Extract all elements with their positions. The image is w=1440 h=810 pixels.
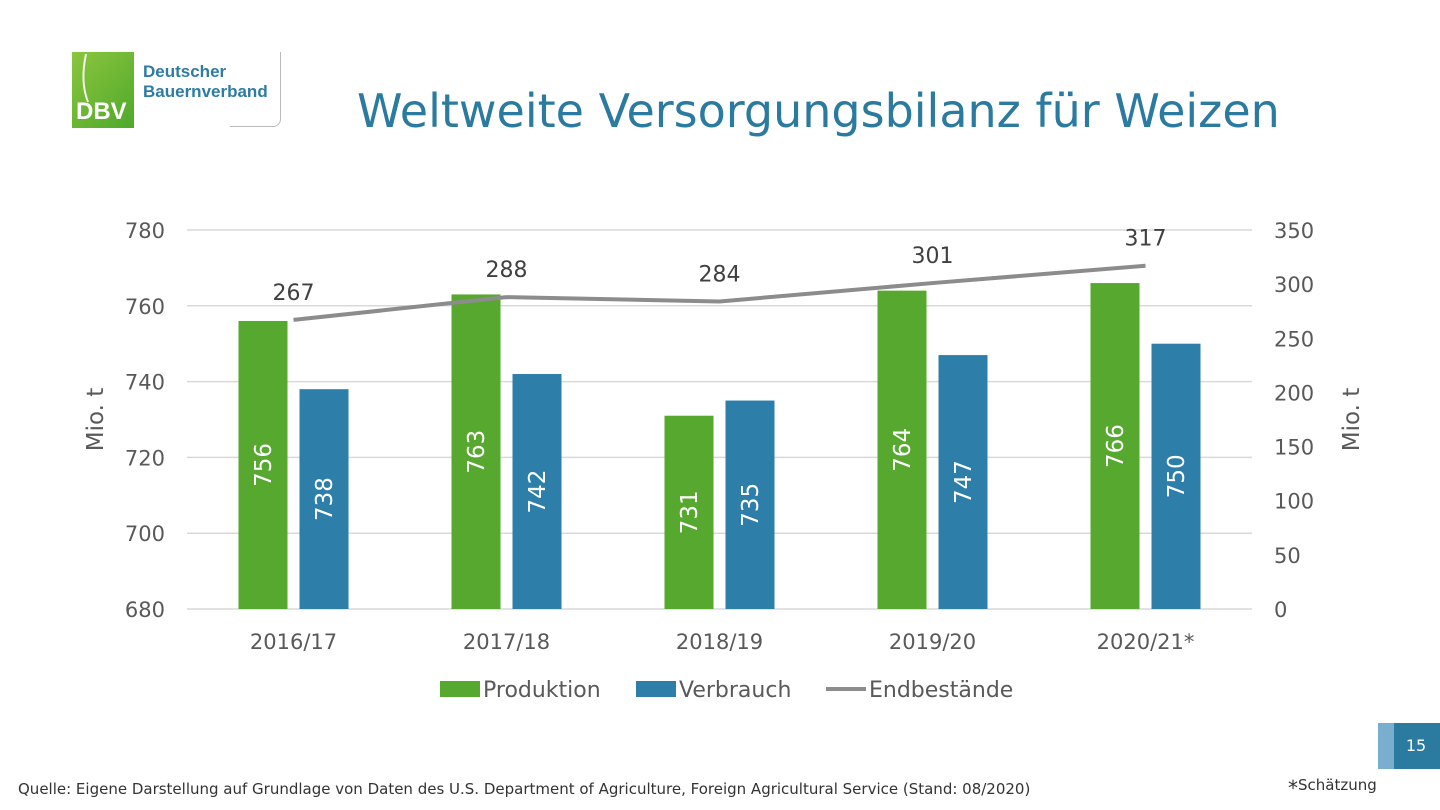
logo-swoosh-icon — [82, 53, 89, 103]
line-data-label: 317 — [1125, 227, 1167, 252]
bar-verbrauch — [512, 374, 562, 609]
bar-verbrauch — [1151, 343, 1201, 609]
line-data-label: 284 — [699, 262, 741, 287]
bar-data-label: 731 — [677, 490, 703, 534]
logo-frame-line — [230, 52, 281, 127]
legend-label: Endbestände — [869, 678, 1013, 703]
page-number-accent — [1378, 723, 1394, 769]
y2-axis-title: Mio. t — [1339, 388, 1365, 452]
x-tick-label: 2020/21* — [1097, 630, 1195, 654]
bar-produktion — [664, 415, 714, 609]
y-tick-label: 700 — [125, 522, 165, 546]
dbv-logo: DBV Deutscher Bauernverband — [72, 52, 282, 128]
line-data-label: 267 — [273, 281, 315, 306]
y2-tick-label: 100 — [1274, 490, 1314, 514]
bar-data-label: 738 — [312, 477, 338, 521]
x-tick-label: 2018/19 — [676, 630, 763, 654]
bar-data-label: 750 — [1164, 454, 1190, 498]
source-note: Quelle: Eigene Darstellung auf Grundlage… — [18, 780, 1031, 798]
y-tick-label: 720 — [125, 446, 165, 470]
line-data-label: 288 — [486, 258, 528, 283]
bar-verbrauch — [299, 389, 349, 609]
bar-produktion — [1090, 283, 1140, 609]
legend-swatch — [636, 681, 676, 697]
y2-tick-label: 300 — [1274, 273, 1314, 297]
x-tick-label: 2017/18 — [463, 630, 550, 654]
bar-data-label: 764 — [890, 428, 916, 472]
x-tick-label: 2019/20 — [889, 630, 976, 654]
y-axis-title: Mio. t — [83, 388, 109, 452]
legend-label: Produktion — [483, 678, 601, 703]
y-tick-label: 680 — [125, 598, 165, 622]
bar-verbrauch — [725, 400, 775, 609]
y-tick-label: 760 — [125, 295, 165, 319]
bar-data-label: 763 — [464, 430, 490, 474]
logo-name-line2: Bauernverband — [143, 82, 268, 101]
page-number-box: 15 — [1378, 723, 1440, 769]
legend-label: Verbrauch — [679, 678, 791, 703]
y-tick-label: 780 — [125, 219, 165, 243]
y2-tick-label: 150 — [1274, 436, 1314, 460]
page-number: 15 — [1405, 736, 1427, 755]
y2-tick-label: 350 — [1274, 219, 1314, 243]
bar-data-label: 756 — [251, 443, 277, 487]
bar-produktion — [451, 294, 501, 609]
bar-data-label: 742 — [525, 470, 551, 514]
logo-name: Deutscher Bauernverband — [143, 62, 268, 102]
y-tick-label: 740 — [125, 371, 165, 395]
logo-mark-text: DBV — [76, 98, 127, 125]
page-title: Weltweite Versorgungsbilanz für Weizen — [357, 84, 1280, 138]
x-tick-label: 2016/17 — [250, 630, 337, 654]
y2-tick-label: 250 — [1274, 327, 1314, 351]
footnote: *Schätzung — [1288, 776, 1377, 800]
bar-verbrauch — [938, 355, 988, 609]
bar-data-label: 766 — [1103, 424, 1129, 468]
bar-produktion — [877, 290, 927, 609]
footnote-symbol: * — [1288, 776, 1298, 800]
line-data-label: 301 — [912, 244, 954, 269]
line-endbestaende — [293, 263, 1146, 322]
bar-data-label: 735 — [738, 483, 764, 527]
y2-tick-label: 200 — [1274, 381, 1314, 405]
y2-tick-label: 50 — [1274, 544, 1301, 568]
logo-mark: DBV — [72, 52, 134, 128]
legend-swatch — [440, 681, 480, 697]
y2-tick-label: 0 — [1274, 598, 1287, 622]
logo-name-line1: Deutscher — [143, 62, 227, 81]
footnote-text: Schätzung — [1298, 776, 1377, 794]
bar-data-label: 747 — [951, 460, 977, 504]
bar-produktion — [238, 320, 288, 609]
